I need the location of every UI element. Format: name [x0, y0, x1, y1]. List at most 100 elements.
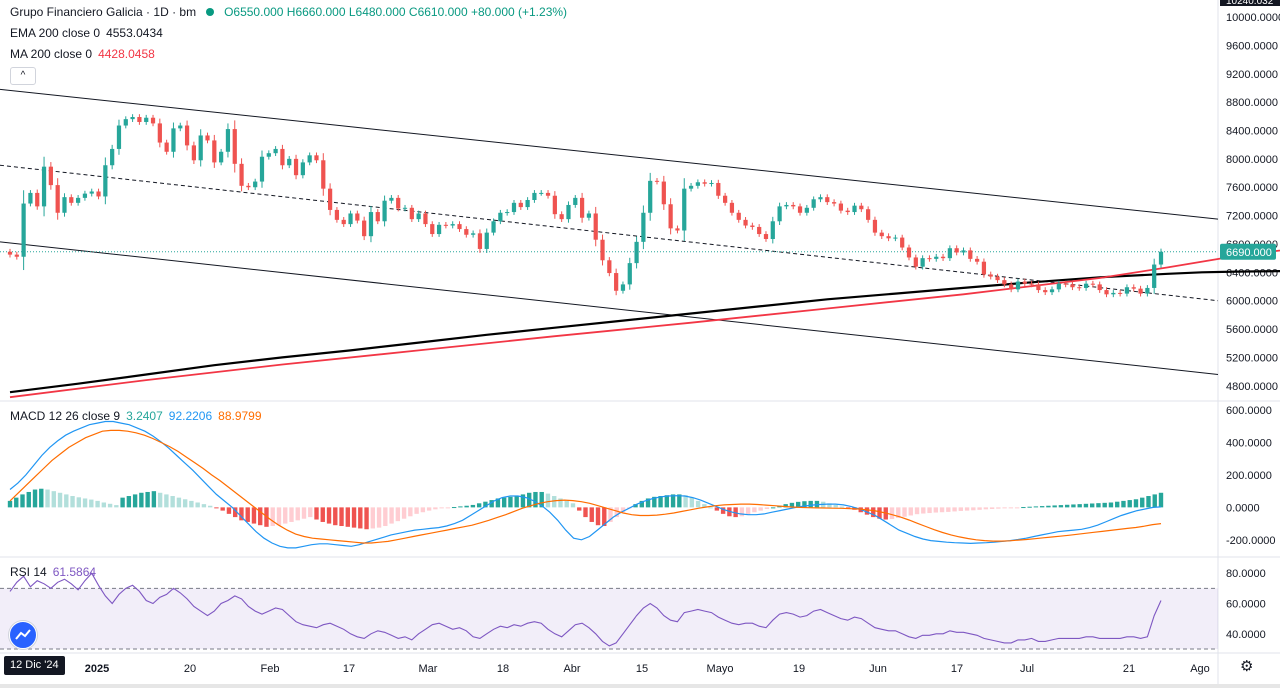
legend-macd-row[interactable]: MACD 12 26 close 9 3.2407 92.2206 88.979…	[10, 409, 262, 423]
candle-body	[709, 182, 714, 184]
macd-histogram-bar	[283, 507, 288, 524]
macd-histogram-bar	[1064, 504, 1070, 508]
macd-histogram-bar	[570, 503, 576, 508]
candle-body	[668, 204, 673, 229]
macd-histogram-bar	[333, 507, 338, 526]
candle-body	[852, 205, 857, 213]
candle-body	[927, 258, 932, 260]
candle-body	[232, 129, 237, 164]
macd-histogram-bar	[864, 507, 870, 515]
candle-body	[471, 233, 476, 235]
macd-histogram-bar	[702, 504, 707, 508]
macd-histogram-bar	[933, 507, 938, 513]
macd-histogram-bar	[45, 489, 50, 508]
candle-body	[1070, 284, 1075, 288]
macd-histogram-bar	[758, 507, 763, 511]
candle-body	[525, 200, 530, 208]
candle-body	[430, 224, 435, 235]
candle-body	[130, 117, 135, 120]
settings-gear-icon[interactable]: ⚙	[1240, 658, 1254, 675]
candle-body	[716, 182, 721, 196]
candle-body	[382, 200, 387, 222]
macd-histogram-bar	[1121, 500, 1126, 508]
candle-body	[178, 125, 183, 129]
macd-histogram-bar	[770, 507, 776, 509]
macd-histogram-bar	[614, 507, 619, 518]
candle-body	[1002, 280, 1007, 285]
macd-histogram-bar	[426, 507, 432, 511]
macd-histogram-bar	[1071, 504, 1076, 508]
candle-body	[184, 125, 190, 146]
xtick-label: 20	[184, 663, 196, 675]
macd-histogram-bar	[645, 498, 651, 508]
macd-histogram-bar	[714, 507, 720, 511]
price-ytick-label: 8800.0000	[1226, 97, 1278, 109]
candle-body	[150, 117, 156, 124]
channel-lower-line	[0, 241, 1219, 375]
macd-histogram-bar	[164, 494, 169, 508]
rsi-line	[9, 572, 1162, 647]
candle-body	[804, 207, 809, 213]
candle-body	[1138, 288, 1143, 294]
macd-histogram-bar	[308, 507, 313, 518]
macd-histogram-bar	[439, 507, 444, 509]
logo-mark-icon	[15, 629, 31, 640]
candle-body	[355, 213, 360, 221]
candle-body	[341, 219, 346, 225]
macd-histogram-bar	[914, 507, 920, 515]
candle-body	[695, 182, 700, 186]
macd-histogram-bar	[927, 507, 932, 514]
candle-body	[797, 206, 803, 213]
candle-body	[968, 250, 973, 259]
legend-rsi-row[interactable]: RSI 14 61.5864	[10, 565, 96, 579]
macd-histogram-bar	[114, 505, 119, 508]
macd-histogram-bar	[1014, 507, 1020, 509]
macd-line-value: 92.2206	[168, 409, 213, 423]
price-ytick-label: 7200.0000	[1226, 211, 1278, 223]
macd-histogram-bar	[1008, 507, 1014, 509]
macd-histogram-bar	[70, 496, 75, 508]
macd-histogram-bar	[996, 507, 1001, 509]
candle-body	[1029, 283, 1034, 285]
macd-histogram-bar	[214, 507, 219, 509]
macd-histogram-bar	[451, 507, 457, 509]
legend-ma-row[interactable]: MA 200 close 0 4428.0458	[10, 47, 155, 61]
candle-body	[41, 166, 47, 207]
candle-body	[334, 209, 340, 220]
macd-histogram-bar	[195, 502, 200, 508]
candle-body	[777, 206, 782, 222]
candle-body	[273, 148, 278, 154]
legend-ema-row[interactable]: EMA 200 close 0 4553.0434	[10, 26, 163, 40]
candle-body	[995, 276, 1000, 281]
macd-histogram-bar	[51, 491, 56, 508]
macd-histogram-bar	[170, 496, 175, 508]
candle-body	[1097, 284, 1102, 291]
candle-body	[600, 239, 605, 261]
price-ytick-label: 10000.0000	[1226, 12, 1280, 24]
tradingview-logo-icon[interactable]	[9, 621, 37, 649]
collapse-legend-button[interactable]: ^	[10, 67, 36, 85]
candle-body	[1036, 284, 1041, 291]
macd-histogram-bar	[301, 507, 307, 519]
macd-histogram-bar	[877, 507, 882, 519]
macd-histogram-bar	[833, 504, 838, 508]
candle-body	[634, 241, 639, 264]
candle-body	[961, 250, 966, 253]
candle-body	[770, 221, 775, 240]
price-ytick-label: 6000.0000	[1226, 296, 1278, 308]
candle-body	[791, 204, 796, 207]
candle-body	[55, 185, 60, 213]
xtick-label: 21	[1123, 663, 1135, 675]
macd-histogram-bar	[977, 507, 982, 510]
macd-histogram-bar	[558, 498, 563, 508]
candle-body	[1063, 283, 1068, 285]
macd-histogram-bar	[902, 507, 907, 517]
candle-body	[314, 155, 319, 161]
candle-body	[1049, 289, 1055, 293]
macd-histogram-bar	[1077, 504, 1082, 508]
candle-body	[7, 251, 13, 255]
candle-body	[137, 117, 142, 122]
macd-histogram-bar	[364, 507, 369, 530]
